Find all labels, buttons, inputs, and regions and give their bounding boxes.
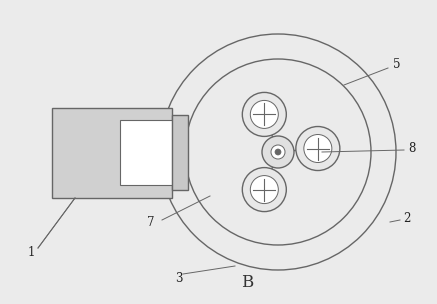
Circle shape	[243, 92, 286, 136]
Text: 1: 1	[28, 246, 35, 258]
Text: 8: 8	[408, 141, 416, 154]
Polygon shape	[172, 115, 188, 190]
Polygon shape	[52, 108, 172, 198]
Text: 5: 5	[393, 58, 400, 71]
Circle shape	[250, 176, 278, 204]
Circle shape	[271, 145, 285, 159]
Circle shape	[243, 168, 286, 212]
Polygon shape	[120, 120, 172, 185]
Circle shape	[304, 134, 332, 163]
Text: B: B	[241, 274, 253, 291]
Circle shape	[296, 126, 340, 171]
Text: 7: 7	[148, 216, 155, 229]
Circle shape	[275, 149, 281, 155]
Text: 3: 3	[175, 271, 183, 285]
Circle shape	[250, 100, 278, 128]
Circle shape	[262, 136, 294, 168]
Text: 2: 2	[403, 212, 410, 224]
